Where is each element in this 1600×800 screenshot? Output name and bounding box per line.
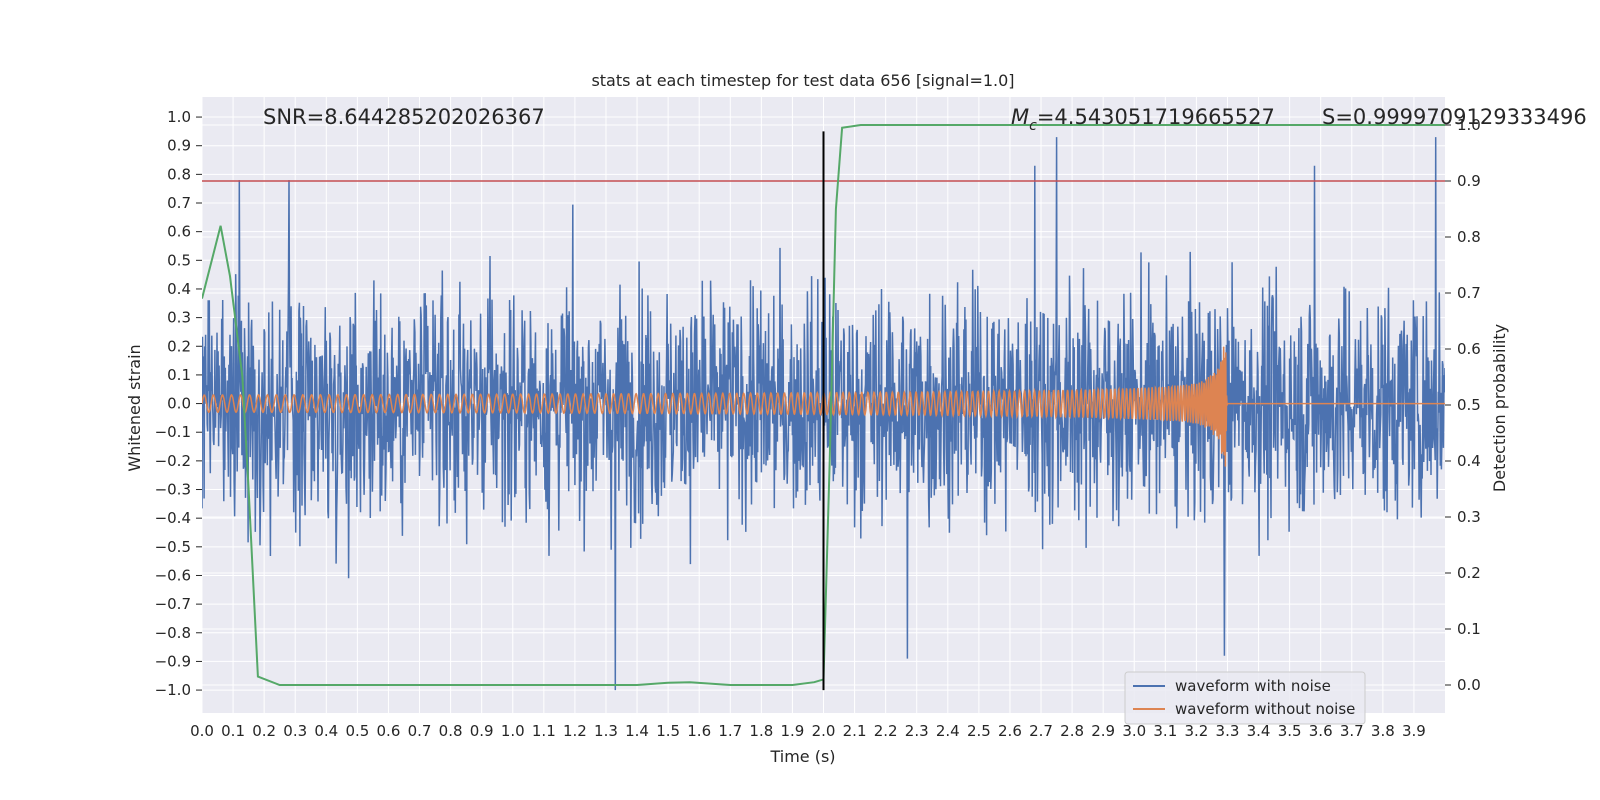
x-tick-label: 2.6 — [998, 722, 1022, 740]
y-tick-label: −0.2 — [155, 452, 191, 470]
y-tick-label: 0.9 — [167, 137, 191, 155]
x-tick-label: 2.5 — [967, 722, 991, 740]
x-tick-label: 2.7 — [1029, 722, 1053, 740]
y-tick-label-right: 0.5 — [1457, 396, 1481, 414]
x-tick-label: 2.0 — [812, 722, 836, 740]
y-tick-label: −0.5 — [155, 538, 191, 556]
y-tick-label: 1.0 — [167, 108, 191, 126]
detection-score-annotation: S=0.9999709129333496 — [1322, 105, 1587, 129]
y-axis-label: Whitened strain — [125, 344, 144, 471]
legend-box — [1124, 671, 1366, 725]
snr-annotation: SNR=8.644285202026367 — [263, 105, 545, 129]
y-tick-label-right: 0.7 — [1457, 284, 1481, 302]
y-tick-label: 0.7 — [167, 194, 191, 212]
x-tick-label: 0.2 — [252, 722, 276, 740]
y-tick-label: −0.3 — [155, 481, 191, 499]
y-tick-label: 0.6 — [167, 223, 191, 241]
x-tick-label: 1.5 — [656, 722, 680, 740]
y-tick-label: 0.1 — [167, 366, 191, 384]
x-tick-label: 2.8 — [1060, 722, 1084, 740]
chirp-mass-symbol: M — [1011, 105, 1029, 129]
x-tick-label: 0.7 — [408, 722, 432, 740]
y-ticks-left: 1.0 0.9 0.8 0.7 0.6 0.5 0.4 0.3 0.2 0.1 0.0 −0.1 −0.… — [155, 108, 202, 699]
legend: waveform with noise waveform without noi… — [1124, 671, 1366, 725]
x-axis-label: Time (s) — [769, 747, 835, 766]
x-tick-label: 3.7 — [1340, 722, 1364, 740]
x-tick-label: 0.4 — [314, 722, 338, 740]
y-tick-label-right: 1.0 — [1457, 116, 1481, 134]
y-tick-label: −0.6 — [155, 566, 191, 584]
x-tick-label: 3.5 — [1278, 722, 1302, 740]
plot-area — [202, 124, 1445, 691]
x-tick-label: 2.1 — [843, 722, 867, 740]
y-tick-label: 0.8 — [167, 165, 191, 183]
y-tick-label-right: 0.1 — [1457, 620, 1481, 638]
chirp-mass-value: =4.543051719665527 — [1037, 105, 1275, 129]
y-tick-label: −0.4 — [155, 509, 191, 527]
x-tick-label: 1.3 — [594, 722, 618, 740]
x-tick-label: 0.1 — [221, 722, 245, 740]
y-tick-label: −0.7 — [155, 595, 191, 613]
x-tick-label: 0.0 — [190, 722, 214, 740]
x-tick-label: 3.0 — [1122, 722, 1146, 740]
x-tick-label: 3.8 — [1371, 722, 1395, 740]
x-tick-label: 1.8 — [749, 722, 773, 740]
y-tick-label-right: 0.8 — [1457, 228, 1481, 246]
x-tick-label: 3.4 — [1247, 722, 1271, 740]
x-ticks: 0.0 0.1 0.2 0.3 0.4 0.5 0.6 0.7 0.8 0.9 1.0 1.1 1.2 1… — [190, 722, 1426, 740]
x-tick-label: 1.6 — [687, 722, 711, 740]
y-tick-label: 0.5 — [167, 251, 191, 269]
y-tick-label-right: 0.9 — [1457, 172, 1481, 190]
x-tick-label: 3.3 — [1216, 722, 1240, 740]
x-tick-label: 1.0 — [501, 722, 525, 740]
legend-label-noisy: waveform with noise — [1175, 677, 1331, 695]
x-tick-label: 0.6 — [377, 722, 401, 740]
x-tick-label: 2.9 — [1091, 722, 1115, 740]
y-tick-label: 0.2 — [167, 337, 191, 355]
x-tick-label: 0.3 — [283, 722, 307, 740]
y-tick-label-right: 0.3 — [1457, 508, 1481, 526]
x-tick-label: 3.1 — [1153, 722, 1177, 740]
y-tick-label-right: 0.2 — [1457, 564, 1481, 582]
x-tick-label: 2.4 — [936, 722, 960, 740]
x-tick-label: 1.4 — [625, 722, 649, 740]
x-tick-label: 3.6 — [1309, 722, 1333, 740]
y-tick-label: 0.0 — [167, 395, 191, 413]
x-tick-label: 1.1 — [532, 722, 556, 740]
chirp-mass-subscript: c — [1029, 118, 1037, 134]
y-tick-label: −0.8 — [155, 624, 191, 642]
x-tick-label: 0.8 — [439, 722, 463, 740]
y-tick-label-right: 0.4 — [1457, 452, 1481, 470]
y-tick-label-right: 0.6 — [1457, 340, 1481, 358]
y-tick-label: −0.9 — [155, 652, 191, 670]
legend-label-clean: waveform without noise — [1175, 700, 1355, 718]
y-tick-label: 0.4 — [167, 280, 191, 298]
y-tick-label: −0.1 — [155, 423, 191, 441]
chirp-mass-annotation: Mc=4.543051719665527 — [1011, 105, 1275, 134]
x-tick-label: 1.2 — [563, 722, 587, 740]
y-axis-label-right: Detection probability — [1490, 324, 1509, 492]
x-tick-label: 3.9 — [1402, 722, 1426, 740]
y-tick-label: −1.0 — [155, 681, 191, 699]
x-tick-label: 0.5 — [345, 722, 369, 740]
y-tick-label: 0.3 — [167, 309, 191, 327]
x-tick-label: 3.2 — [1184, 722, 1208, 740]
x-tick-label: 1.9 — [780, 722, 804, 740]
chart-title: stats at each timestep for test data 656… — [591, 71, 1014, 90]
x-tick-label: 2.3 — [905, 722, 929, 740]
x-tick-label: 0.9 — [470, 722, 494, 740]
x-tick-label: 1.7 — [718, 722, 742, 740]
series-detection-probability — [202, 124, 1445, 686]
y-ticks-right: 1.0 0.9 0.8 0.7 0.6 0.5 0.4 0.3 0.2 0.1 0.0 — [1445, 116, 1481, 694]
y-tick-label-right: 0.0 — [1457, 676, 1481, 694]
x-tick-label: 2.2 — [874, 722, 898, 740]
